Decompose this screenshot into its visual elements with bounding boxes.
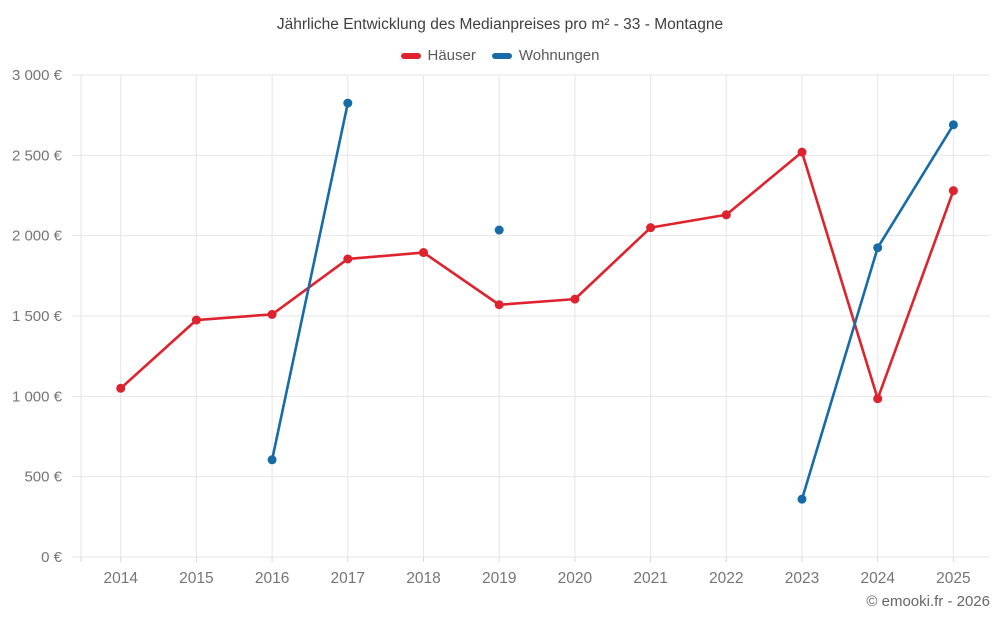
- data-point-wohnungen-2023[interactable]: [797, 494, 807, 504]
- data-point-wohnungen-2017[interactable]: [343, 98, 353, 108]
- x-tick-label-2020: 2020: [558, 570, 593, 587]
- y-tick-label-1000: 1 000 €: [12, 388, 63, 405]
- y-tick-label-2000: 2 000 €: [12, 228, 63, 245]
- x-tick-label-2022: 2022: [709, 570, 743, 587]
- x-tick-label-2023: 2023: [785, 570, 819, 587]
- x-tick-label-2018: 2018: [406, 570, 440, 587]
- legend-swatch-wohnungen: [491, 52, 512, 59]
- data-point-h-user-2019[interactable]: [494, 300, 504, 310]
- x-tick-label-2019: 2019: [482, 570, 516, 587]
- x-tick-label-2024: 2024: [860, 570, 895, 587]
- copyright-credit: © emooki.fr - 2026: [866, 593, 990, 610]
- y-tick-label-1500: 1 500 €: [12, 308, 63, 325]
- legend-swatch-h-user: [400, 52, 421, 59]
- data-point-h-user-2021[interactable]: [646, 223, 656, 233]
- y-tick-label-2500: 2 500 €: [12, 147, 63, 164]
- data-point-h-user-2024[interactable]: [873, 394, 883, 404]
- y-tick-label-3000: 3 000 €: [12, 67, 63, 84]
- series-line-h-user: [119, 150, 955, 401]
- data-point-h-user-2025[interactable]: [948, 186, 958, 196]
- x-tick-label-2017: 2017: [331, 570, 365, 587]
- data-point-h-user-2014[interactable]: [116, 383, 126, 393]
- data-point-h-user-2017[interactable]: [343, 254, 353, 264]
- chart-legend: Häuser Wohnungen: [0, 47, 1000, 64]
- legend-label-wohnungen: Wohnungen: [518, 47, 600, 64]
- data-point-h-user-2020[interactable]: [570, 294, 580, 304]
- data-point-h-user-2018[interactable]: [419, 248, 428, 258]
- data-point-h-user-2016[interactable]: [267, 309, 277, 319]
- y-tick-label-500: 500 €: [24, 469, 62, 486]
- data-point-h-user-2022[interactable]: [721, 210, 731, 220]
- data-point-wohnungen-2016[interactable]: [267, 455, 277, 465]
- data-point-h-user-2015[interactable]: [191, 315, 201, 325]
- data-point-wohnungen-2024[interactable]: [873, 243, 883, 253]
- data-point-wohnungen-2025[interactable]: [948, 120, 958, 130]
- data-point-wohnungen-2019[interactable]: [494, 225, 504, 235]
- legend-label-h-user: Häuser: [427, 47, 476, 64]
- legend-item-wohnungen[interactable]: Wohnungen: [491, 47, 600, 64]
- legend-item-h-user[interactable]: Häuser: [400, 47, 476, 64]
- y-tick-label-0: 0 €: [41, 549, 63, 566]
- chart-title: Jährliche Entwicklung des Medianpreises …: [276, 16, 724, 33]
- x-tick-label-2021: 2021: [633, 570, 667, 587]
- data-point-h-user-2023[interactable]: [797, 147, 807, 157]
- x-tick-label-2014: 2014: [103, 570, 138, 587]
- x-tick-label-2025: 2025: [936, 570, 970, 587]
- x-tick-label-2015: 2015: [179, 570, 213, 587]
- series-line-wohnungen: [270, 101, 350, 462]
- x-tick-label-2016: 2016: [255, 570, 289, 587]
